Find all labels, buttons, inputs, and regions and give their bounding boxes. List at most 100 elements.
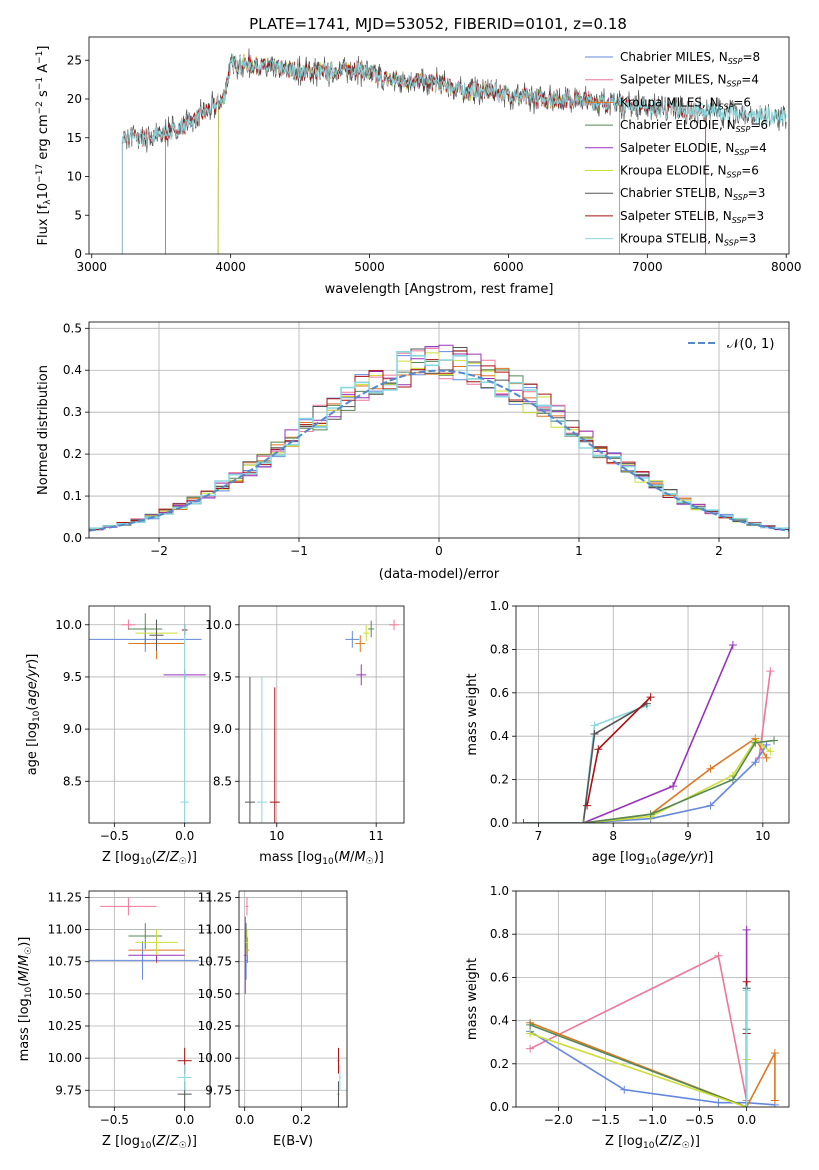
y-tick-label: 20 (67, 92, 82, 106)
x-tick-label: 0.0 (175, 1113, 194, 1127)
age_vs_mass-frame (238, 605, 405, 824)
y-tick-label: 11.25 (198, 890, 232, 904)
y-tick-label: 0.4 (490, 1014, 509, 1028)
series-marker (579, 819, 588, 823)
series-kroupa-miles (526, 1018, 779, 1107)
y-tick-label: 9.5 (213, 670, 232, 684)
chart-age_vs_Z: −0.5 0.0 8.5 9.0 9.5 10.0 Z [log10(Z/Z☉)] age [… (25, 605, 211, 867)
series-marker (751, 738, 760, 747)
x-tick-label: −1.5 (591, 1113, 620, 1127)
x-tick-label: 0.0 (235, 1113, 254, 1127)
series-marker (751, 758, 760, 767)
mass_vs_ebv-plot-area (239, 891, 347, 1107)
y-tick-label: 0.2 (490, 1057, 509, 1071)
series-marker (526, 1044, 535, 1053)
series-marker (594, 745, 603, 754)
point-chabrier-elodie (128, 923, 163, 949)
point-kroupa-miles (355, 635, 366, 652)
x-tick-label: −2.0 (544, 1113, 573, 1127)
point-salpeter-miles (245, 897, 249, 916)
series-marker (742, 1103, 751, 1107)
series-marker (762, 753, 771, 762)
y-tick-label: 0.4 (63, 363, 82, 377)
x-tick-label: 4000 (215, 260, 246, 274)
series-kroupa-stelib (742, 986, 751, 1107)
y-tick-label: 0.0 (63, 531, 82, 545)
point-salpeter-miles (121, 619, 136, 630)
mass_weight_vs_age-plot-area (516, 606, 789, 823)
x-tick-label: 2 (715, 544, 723, 558)
y-tick-label: 0.2 (490, 773, 509, 787)
series-marker (620, 1085, 629, 1094)
y-tick-label: 9.0 (213, 722, 232, 736)
mass_vs_Z-plot-area (89, 891, 210, 1107)
x-axis-label: Z [log10(Z/Z☉)] (605, 1134, 700, 1151)
series-chabrier-elodie (579, 736, 779, 823)
y-tick-label: 10.25 (48, 1019, 82, 1033)
y-tick-label: 15 (67, 131, 82, 145)
series-salpeter-elodie (579, 641, 737, 823)
series-salpeter-stelib (583, 693, 655, 810)
y-tick-label: 10.75 (198, 955, 232, 969)
gaussian-curve (89, 369, 789, 532)
chart-spectrum: 3000 4000 5000 6000 7000 8000 0 5 10 15 20 25 Chabri… (35, 36, 801, 297)
point-kroupa-elodie (135, 929, 178, 956)
series-line (529, 1032, 748, 1107)
point-chabrier-miles (345, 631, 360, 648)
y-tick-label: 10.0 (205, 618, 232, 632)
x-tick-label: 8 (609, 829, 617, 843)
y-tick-label: 10.25 (198, 1019, 232, 1033)
x-tick-label: 1 (575, 544, 583, 558)
mass_weight_vs_Z-plot-area (516, 891, 789, 1107)
x-tick-label: −0.5 (100, 1113, 129, 1127)
series-marker (646, 693, 655, 702)
x-axis-label: age [log10(age/yr)] (592, 850, 714, 867)
legend-label: Kroupa MILES, NSSP=6 (620, 95, 751, 111)
series-marker (728, 641, 737, 650)
series-line (529, 1022, 776, 1107)
age_vs_Z-frame (88, 605, 211, 824)
x-tick-label: 11 (369, 829, 384, 843)
point-chabrier-stelib (149, 619, 164, 651)
y-tick-label: 10 (67, 170, 82, 184)
series-marker (742, 925, 751, 934)
y-tick-label: 11.00 (198, 923, 232, 937)
x-tick-label: 10 (755, 829, 770, 843)
x-tick-label: 0 (435, 544, 443, 558)
series-line (582, 644, 734, 823)
legend-label: 𝒩(0, 1) (727, 337, 774, 352)
point-kroupa-elodie (245, 929, 249, 956)
series-marker (714, 951, 723, 960)
legend-label: Chabrier ELODIE, NSSP=6 (620, 118, 768, 134)
mass_weight_vs_Z-frame (515, 890, 790, 1108)
y-tick-label: 1.0 (490, 599, 509, 613)
residuals-frame (88, 321, 790, 539)
legend-label: Kroupa STELIB, NSSP=3 (620, 232, 756, 248)
legend-label: Salpeter MILES, NSSP=4 (620, 73, 759, 89)
point-kroupa-stelib (177, 1064, 192, 1091)
y-tick-label: 8.5 (213, 774, 232, 788)
y-axis-label: Flux [fλ10−17 erg cm−2 s−1 A−1] (35, 46, 53, 246)
point-salpeter-miles (100, 897, 157, 916)
series-marker (646, 810, 655, 819)
series-line (529, 954, 748, 1103)
x-axis-label: mass [log10(M/M☉)] (259, 850, 384, 867)
y-tick-label: 11.00 (48, 923, 82, 937)
chart-residuals: −2 −1 0 1 2 0.0 0.1 0.2 0.3 0.4 0.5 𝒩(0, 1) (data-mo… (36, 321, 790, 582)
spectrum-line-kroupa-stelib (121, 54, 787, 254)
residuals-plot-area (89, 322, 789, 538)
series-kroupa-elodie (526, 1029, 751, 1107)
point-salpeter-elodie (243, 916, 247, 994)
x-tick-label: 0.2 (292, 1113, 311, 1127)
x-tick-label: 10 (269, 829, 284, 843)
mass_vs_Z-frame (88, 890, 211, 1108)
chart-mass_weight_vs_age: 7 8 9 10 0.0 0.2 0.4 0.6 0.8 1.0 age [log10(age/yr… (465, 599, 790, 867)
x-axis-label: E(B-V) (273, 1134, 313, 1149)
y-tick-label: 9.0 (63, 722, 82, 736)
histogram-salpeter-stelib (89, 350, 789, 531)
y-tick-label: 0.8 (490, 642, 509, 656)
point-chabrier-stelib (244, 676, 255, 823)
y-axis-label: Normed distribution (36, 365, 51, 495)
series-marker (590, 721, 599, 730)
point-chabrier-stelib (337, 1081, 340, 1107)
